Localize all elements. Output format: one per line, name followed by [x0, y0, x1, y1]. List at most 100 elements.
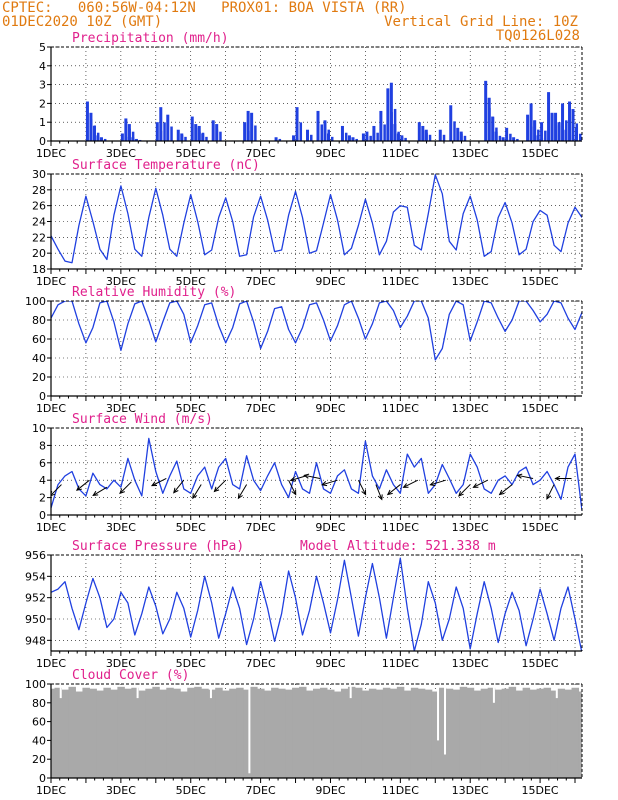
cloud-bar — [340, 688, 349, 778]
temperature-y-tick: 22 — [32, 231, 46, 244]
cloud-gap — [209, 684, 212, 699]
precip-bar — [85, 101, 89, 141]
cloud-bar — [466, 687, 475, 778]
precip-bar — [96, 135, 100, 141]
precip-bar — [92, 125, 96, 141]
precip-bar — [383, 124, 386, 141]
wind-arrow — [458, 484, 471, 497]
header-line-1: CPTEC: 060:56W-04:12N PROX01: BOA VISTA … — [2, 0, 407, 16]
precipitation-x-tick: 13DEC — [452, 147, 489, 160]
precip-bar — [184, 136, 187, 141]
humidity-x-tick: 15DEC — [522, 402, 559, 415]
wind-x-tick: 3DEC — [106, 521, 136, 534]
precip-bar — [274, 137, 278, 141]
cloud-cover-title: Cloud Cover (%) — [72, 668, 189, 683]
cloud-bar — [68, 686, 76, 778]
cloud-bar — [557, 688, 566, 778]
pressure-x-tick: 13DEC — [452, 657, 489, 670]
precip-bar — [537, 129, 540, 141]
cloud-bar — [445, 688, 454, 778]
precipitation-y-tick: 5 — [39, 41, 46, 54]
cloud-bar — [313, 688, 321, 778]
cloud-bar — [51, 688, 55, 778]
wind-x-tick: 11DEC — [382, 521, 419, 534]
humidity-y-tick: 0 — [39, 390, 46, 403]
humidity-y-tick: 60 — [32, 333, 46, 346]
wind-arrow — [546, 484, 555, 500]
cloud-bar — [361, 690, 370, 778]
pressure-title: Surface Pressure (hPa) — [72, 539, 244, 554]
precip-bar — [487, 97, 491, 141]
precip-bar — [404, 137, 407, 141]
humidity-y-tick: 20 — [32, 371, 46, 384]
temperature-x-tick: 13DEC — [452, 275, 489, 288]
precip-bar — [194, 124, 198, 141]
precip-bar — [127, 124, 131, 141]
wind-x-tick: 13DEC — [452, 521, 489, 534]
wind-arrow — [214, 479, 227, 492]
precip-bar — [99, 137, 103, 141]
precip-bar — [120, 133, 124, 141]
wind-x-tick: 5DEC — [176, 521, 206, 534]
precip-bar — [505, 127, 509, 141]
precip-bar — [533, 120, 537, 141]
cloud-bar — [96, 690, 104, 778]
precip-bar — [201, 133, 205, 141]
precip-bar — [575, 127, 579, 141]
cloud-cover-x-tick: 11DEC — [382, 784, 419, 797]
humidity-line — [51, 301, 582, 361]
precipitation-x-tick: 9DEC — [315, 147, 345, 160]
cloud-bar — [375, 689, 384, 778]
cloud-gap — [59, 684, 62, 699]
wind-arrow — [76, 479, 90, 491]
wind-arrow — [290, 475, 307, 481]
precip-bar — [306, 129, 310, 141]
precipitation-x-tick: 11DEC — [382, 147, 419, 160]
precipitation-x-tick: 3DEC — [106, 147, 136, 160]
cloud-bar — [480, 688, 489, 778]
header-run-id: TQ0126L028 — [495, 28, 580, 44]
cloud-bar — [501, 688, 510, 778]
precip-bar — [554, 112, 558, 141]
cloud-bar — [166, 687, 174, 778]
pressure-annotation: Model Altitude: 521.338 m — [300, 539, 496, 554]
wind-arrow — [403, 479, 419, 488]
precip-bar — [278, 138, 282, 141]
precip-bar — [163, 122, 166, 141]
wind-arrow — [51, 484, 62, 496]
humidity-title: Relative Humidity (%) — [72, 285, 236, 300]
precip-bar — [166, 114, 170, 141]
humidity-y-tick: 100 — [25, 295, 46, 308]
cloud-gap — [444, 684, 447, 755]
precip-bar — [400, 135, 404, 141]
precip-bar — [428, 134, 432, 141]
temperature-y-tick: 28 — [32, 184, 46, 197]
cloud-cover-x-tick: 15DEC — [522, 784, 559, 797]
precip-bar — [246, 110, 250, 141]
precip-bar — [509, 133, 512, 141]
precipitation-y-tick: 2 — [39, 97, 46, 110]
cloud-bar — [452, 689, 461, 778]
temperature-x-tick: 11DEC — [382, 275, 419, 288]
cloud-bar — [194, 686, 202, 778]
temperature-title: Surface Temperature (nC) — [72, 158, 260, 173]
wind-arrow-head — [402, 483, 409, 488]
cloud-bar — [550, 690, 559, 778]
precip-bar — [393, 124, 397, 141]
precip-bar — [134, 139, 138, 141]
precip-bar — [176, 129, 180, 141]
precip-bar — [372, 125, 376, 141]
cloud-bar — [389, 688, 398, 778]
wind-y-tick: 8 — [39, 439, 46, 452]
precip-bar — [386, 88, 390, 141]
precip-bar — [250, 112, 254, 141]
cloud-bar — [410, 687, 419, 778]
pressure-data — [51, 557, 582, 651]
cloud-cover-x-tick: 13DEC — [452, 784, 489, 797]
precip-bar — [131, 131, 135, 141]
cloud-bar — [529, 689, 538, 778]
cloud-bar — [333, 691, 342, 778]
precipitation-title: Precipitation (mm/h) — [72, 31, 229, 46]
precip-bar — [561, 103, 565, 141]
precip-bar — [571, 109, 575, 141]
